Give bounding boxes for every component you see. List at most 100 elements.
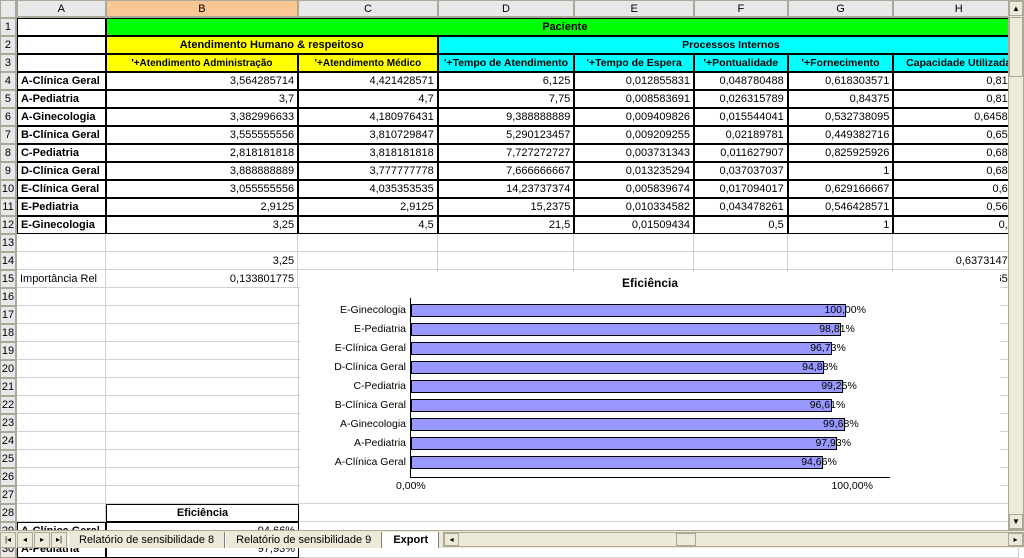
efficiency-chart[interactable]: Eficiência E-Ginecologia100,00%E-Pediatr… (300, 272, 1000, 502)
col-header-D[interactable]: D (438, 0, 575, 18)
sheet-tab[interactable]: Relatório de sensibilidade 8 (68, 532, 225, 548)
row-label[interactable]: E-Pediatria (17, 198, 106, 216)
cell[interactable] (17, 396, 106, 414)
cell[interactable] (106, 450, 299, 468)
cell[interactable] (17, 504, 106, 522)
cell[interactable]: 4,421428571 (298, 72, 438, 90)
cell[interactable]: 0,6875 (893, 162, 1024, 180)
cell[interactable] (106, 396, 299, 414)
row-header[interactable]: 7 (0, 126, 17, 144)
row-header[interactable]: 8 (0, 144, 17, 162)
cell[interactable]: 2,9125 (298, 198, 438, 216)
cell[interactable] (17, 252, 106, 270)
row-header[interactable]: 23 (0, 414, 17, 432)
col-header-F[interactable]: F (694, 0, 788, 18)
cell[interactable] (106, 306, 299, 324)
row-header[interactable]: 18 (0, 324, 17, 342)
cell[interactable] (893, 234, 1024, 252)
row-label[interactable]: E-Clínica Geral (17, 180, 106, 198)
row-label[interactable]: C-Pediatria (17, 144, 106, 162)
cell[interactable]: 0,532738095 (788, 108, 894, 126)
cell[interactable]: Importância Rel (17, 270, 106, 288)
cell[interactable] (106, 288, 299, 306)
horizontal-scrollbar[interactable]: ◂ ▸ (443, 532, 1024, 547)
cell[interactable] (17, 486, 106, 504)
cell[interactable]: 0,8125 (893, 72, 1024, 90)
row-header[interactable]: 19 (0, 342, 17, 360)
subheader[interactable]: '+Pontualidade (694, 54, 788, 72)
cell[interactable]: 0,003731343 (574, 144, 694, 162)
cell[interactable]: 0,013235294 (574, 162, 694, 180)
cell[interactable]: 2,818181818 (106, 144, 298, 162)
cell[interactable]: 0,012855831 (574, 72, 694, 90)
scroll-down-icon[interactable]: ▼ (1009, 514, 1023, 529)
cell[interactable]: 15,2375 (438, 198, 575, 216)
row-label[interactable]: A-Ginecologia (17, 108, 106, 126)
cell[interactable] (106, 432, 299, 450)
cell[interactable] (106, 234, 298, 252)
cell[interactable]: 0,02189781 (694, 126, 788, 144)
cell[interactable]: 3,25 (106, 216, 298, 234)
sheet-tab[interactable]: Export (382, 532, 439, 548)
cell[interactable] (17, 36, 106, 54)
cell[interactable]: 6,125 (438, 72, 575, 90)
cell[interactable]: 3,818181818 (298, 144, 438, 162)
cell[interactable]: 3,055555556 (106, 180, 298, 198)
col-header-C[interactable]: C (298, 0, 438, 18)
cell[interactable]: 0,637314778 (893, 252, 1024, 270)
cell[interactable]: 3,777777778 (298, 162, 438, 180)
cell[interactable]: 0,546428571 (788, 198, 894, 216)
tab-nav-next-icon[interactable]: ▸ (34, 532, 50, 548)
row-header[interactable]: 9 (0, 162, 17, 180)
row-header[interactable]: 20 (0, 360, 17, 378)
col-header-H[interactable]: H (893, 0, 1024, 18)
cell[interactable] (17, 324, 106, 342)
cell[interactable] (17, 468, 106, 486)
scroll-left-icon[interactable]: ◂ (444, 533, 459, 546)
cell[interactable] (299, 504, 1019, 522)
row-header[interactable]: 25 (0, 450, 17, 468)
cell[interactable] (298, 234, 438, 252)
row-header[interactable]: 5 (0, 90, 17, 108)
cell[interactable]: 0,015544041 (694, 108, 788, 126)
cell[interactable] (17, 378, 106, 396)
row-label[interactable]: E-Ginecologia (17, 216, 106, 234)
cell[interactable]: 0,009209255 (574, 126, 694, 144)
row-header[interactable]: 3 (0, 54, 17, 72)
header-paciente[interactable]: Paciente (106, 18, 1024, 36)
cell[interactable]: 4,035353535 (298, 180, 438, 198)
header-processos-internos[interactable]: Processos Internos (438, 36, 1024, 54)
cell[interactable] (106, 342, 299, 360)
cell[interactable] (17, 342, 106, 360)
cell[interactable]: 1 (788, 162, 894, 180)
cell[interactable]: 0,005839674 (574, 180, 694, 198)
subheader[interactable]: '+Fornecimento (788, 54, 894, 72)
row-header[interactable]: 10 (0, 180, 17, 198)
cell[interactable]: 0,25 (893, 216, 1024, 234)
row-label[interactable]: D-Clínica Geral (17, 162, 106, 180)
cell[interactable]: 3,555555556 (106, 126, 298, 144)
cell[interactable]: 7,727272727 (438, 144, 575, 162)
cell[interactable]: 4,7 (298, 90, 438, 108)
row-header[interactable]: 1 (0, 18, 17, 36)
row-header[interactable]: 28 (0, 504, 17, 522)
cell[interactable]: 0,017094017 (694, 180, 788, 198)
cell[interactable]: 0,011627907 (694, 144, 788, 162)
cell[interactable]: 2,9125 (106, 198, 298, 216)
cell[interactable]: 21,5 (438, 216, 575, 234)
subheader[interactable]: '+Atendimento Médico (298, 54, 438, 72)
row-label[interactable]: A-Pediatria (17, 90, 106, 108)
tab-nav-last-icon[interactable]: ▸| (51, 532, 67, 548)
cell[interactable]: 0,5625 (893, 198, 1024, 216)
row-header[interactable]: 15 (0, 270, 17, 288)
cell[interactable]: 0,043478261 (694, 198, 788, 216)
vertical-scrollbar[interactable]: ▲ ▼ (1008, 0, 1024, 530)
cell[interactable]: 0,629166667 (788, 180, 894, 198)
row-header[interactable]: 12 (0, 216, 17, 234)
row-header[interactable]: 26 (0, 468, 17, 486)
cell[interactable] (788, 234, 894, 252)
cell[interactable]: 3,382996633 (106, 108, 298, 126)
cell[interactable]: 3,810729847 (298, 126, 438, 144)
cell[interactable]: 9,388888889 (438, 108, 575, 126)
select-all-corner[interactable] (0, 0, 17, 18)
